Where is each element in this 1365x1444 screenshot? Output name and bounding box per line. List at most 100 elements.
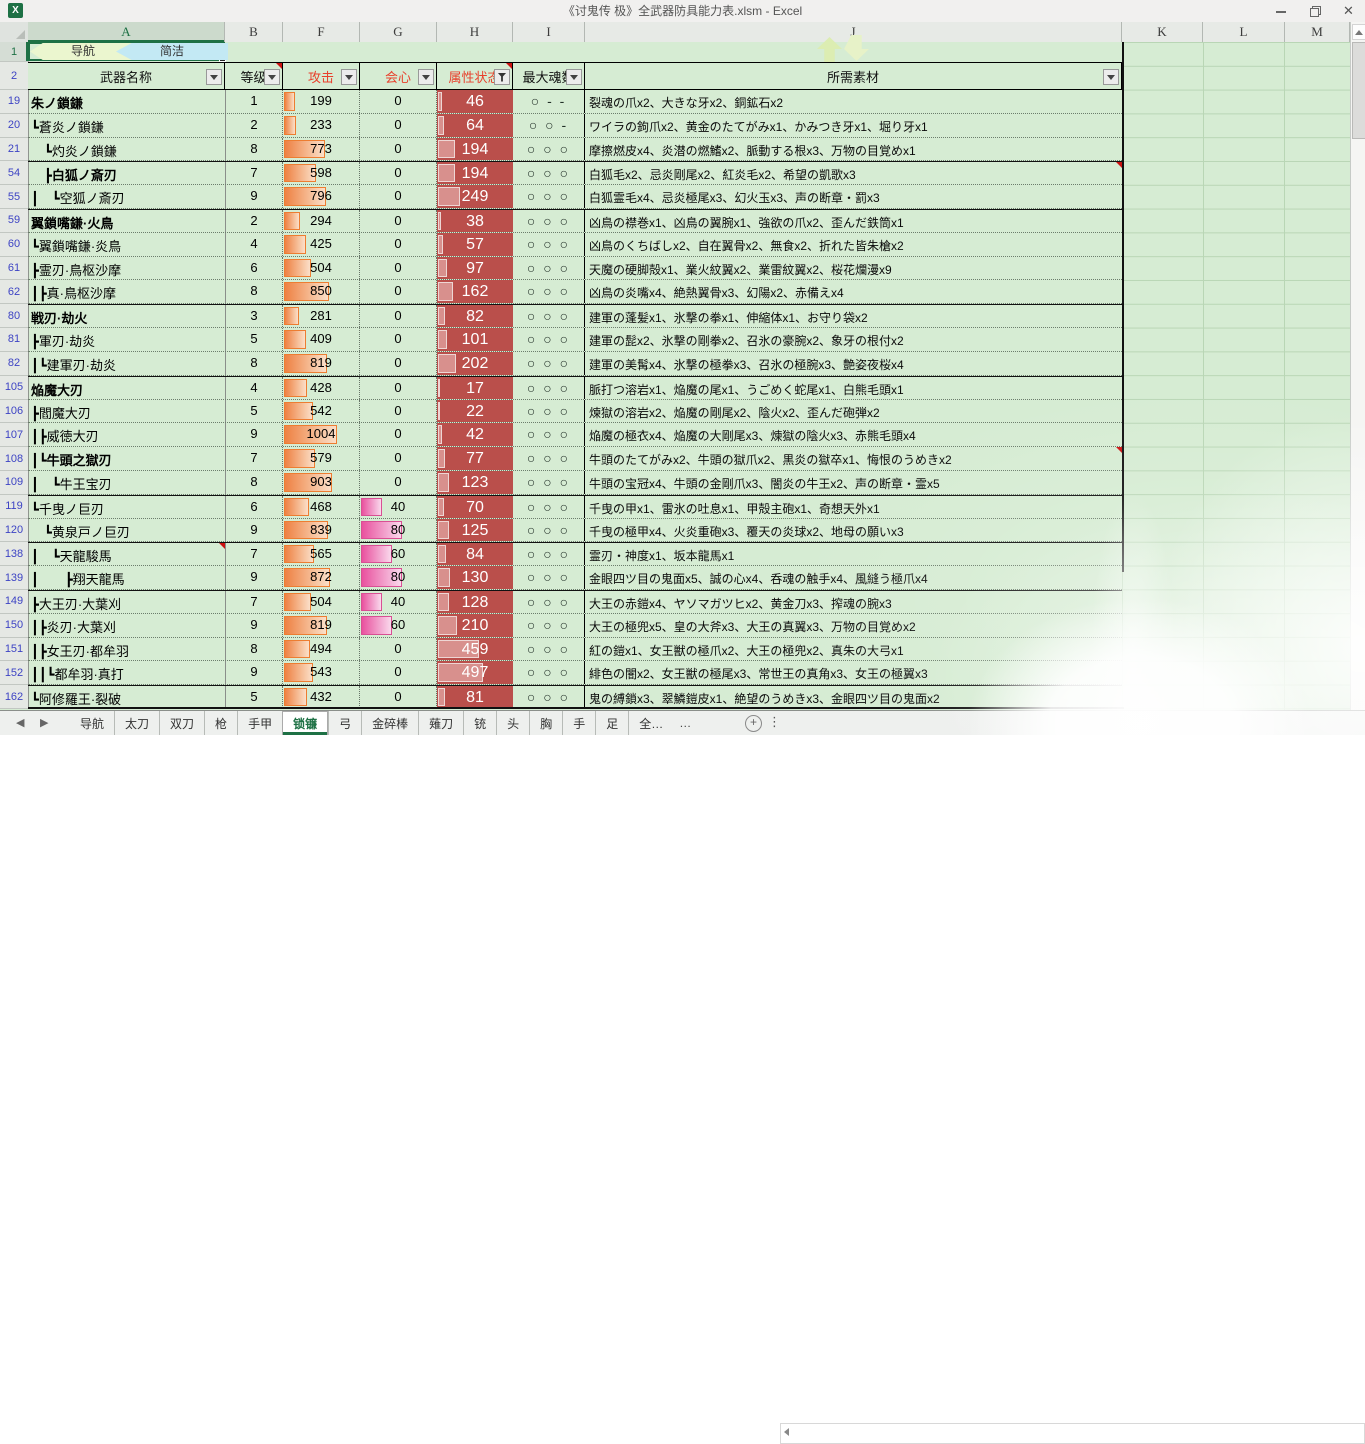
weapon-name-cell[interactable]: 朱ノ鎖鎌 <box>31 96 84 111</box>
weapon-name-cell[interactable]: ┃┣真·鳥枢沙摩 <box>31 286 116 302</box>
level-cell[interactable]: 6 <box>225 495 283 518</box>
max-souls-cell[interactable]: ○ ○ ○ <box>513 495 585 518</box>
attribute-cell[interactable]: 123 <box>437 470 513 494</box>
attribute-cell[interactable]: 84 <box>437 543 513 566</box>
row-number-21[interactable]: 21 <box>0 137 29 162</box>
row-number-138[interactable]: 138 <box>0 542 29 567</box>
materials-cell[interactable]: 建軍の蓬髪x1、氷撃の拳x1、伸縮体x1、お守り袋x2 <box>589 311 868 326</box>
weapon-name-cell[interactable]: ┣霊刃·鳥枢沙摩 <box>31 262 122 278</box>
attack-cell[interactable]: 903 <box>283 470 360 494</box>
header-level[interactable]: 等级 <box>225 63 283 89</box>
attribute-cell[interactable]: 125 <box>437 518 513 542</box>
crit-cell[interactable]: 0 <box>360 210 437 232</box>
attribute-cell[interactable]: 64 <box>437 113 513 137</box>
level-cell[interactable]: 9 <box>225 518 283 542</box>
attribute-cell[interactable]: 17 <box>437 376 513 399</box>
weapon-name-cell[interactable]: ┃┣威徳大刃 <box>31 429 99 445</box>
column-letter-F[interactable]: F <box>283 22 360 42</box>
attribute-cell[interactable]: 130 <box>437 566 513 589</box>
attack-cell[interactable]: 425 <box>283 232 360 256</box>
attack-cell[interactable]: 281 <box>283 305 360 328</box>
materials-cell[interactable]: 凶鳥の襟巻x1、凶鳥の翼腕x1、強欲の爪x2、歪んだ鉄筒x1 <box>589 216 904 231</box>
row-number-60[interactable]: 60 <box>0 232 29 257</box>
level-cell[interactable]: 9 <box>225 661 283 685</box>
max-souls-cell[interactable]: ○ ○ ○ <box>513 162 585 185</box>
max-souls-cell[interactable]: ○ ○ ○ <box>513 591 585 613</box>
level-cell[interactable]: 3 <box>225 305 283 328</box>
row-number-1[interactable]: 1 <box>0 42 29 62</box>
materials-cell[interactable]: 大王の極兜x5、皇の大斧x3、大王の真翼x3、万物の目覚めx2 <box>589 619 916 634</box>
header-attack[interactable]: 攻击 <box>283 63 360 89</box>
level-cell[interactable]: 4 <box>225 232 283 256</box>
row-number-139[interactable]: 139 <box>0 566 29 590</box>
attack-cell[interactable]: 565 <box>283 543 360 566</box>
attribute-cell[interactable]: 101 <box>437 328 513 351</box>
weapon-name-cell[interactable]: ┗阿修羅王·裂破 <box>31 692 122 708</box>
max-souls-cell[interactable]: ○ ○ ○ <box>513 210 585 232</box>
attack-cell[interactable]: 598 <box>283 162 360 185</box>
sheet-tab-手甲[interactable]: 手甲 <box>237 711 282 735</box>
crit-cell[interactable]: 0 <box>360 232 437 256</box>
sheet-tab-枪[interactable]: 枪 <box>204 711 237 735</box>
max-souls-cell[interactable]: ○ ○ ○ <box>513 447 585 470</box>
crit-cell[interactable]: 0 <box>360 661 437 685</box>
sheet-tab-导航[interactable]: 导航 <box>80 716 105 731</box>
sheet-prev-arrow[interactable]: ◀ <box>16 717 25 729</box>
level-cell[interactable]: 9 <box>225 566 283 589</box>
vertical-scrollbar[interactable] <box>1350 22 1365 710</box>
attribute-cell[interactable]: 162 <box>437 280 513 304</box>
materials-cell[interactable]: 緋色の闇x2、女王獣の極尾x3、常世王の真角x3、女王の極翼x3 <box>589 667 928 682</box>
attack-cell[interactable]: 850 <box>283 280 360 304</box>
weapon-name-cell[interactable]: ┗翼鎖嘴鎌·炎鳥 <box>31 238 122 254</box>
max-souls-cell[interactable]: ○ ○ ○ <box>513 637 585 661</box>
attribute-cell[interactable]: 38 <box>437 210 513 232</box>
materials-cell[interactable]: 凶鳥のくちばしx2、自在翼骨x2、無食x2、折れた皆朱槍x2 <box>589 238 904 253</box>
level-cell[interactable]: 4 <box>225 376 283 399</box>
weapon-name-cell[interactable]: ┃ ┣翔天龍馬 <box>31 572 125 588</box>
attribute-cell[interactable]: 202 <box>437 351 513 375</box>
materials-cell[interactable]: 大王の赤鎧x4、ヤソマガツヒx2、黄金刀x3、搾魂の腕x3 <box>589 597 892 611</box>
level-cell[interactable]: 9 <box>225 185 283 209</box>
row-number-107[interactable]: 107 <box>0 423 29 448</box>
row-number-61[interactable]: 61 <box>0 256 29 281</box>
sheet-tab-双刀[interactable]: 双刀 <box>159 711 204 735</box>
sheet-tab-金碎棒[interactable]: 金碎棒 <box>361 711 418 735</box>
level-cell[interactable]: 5 <box>225 328 283 351</box>
crit-cell[interactable]: 0 <box>360 185 437 209</box>
materials-cell[interactable]: 牛頭の宝冠x4、牛頭の金剛爪x3、闇炎の牛王x2、声の断章・霊x5 <box>589 476 940 491</box>
weapon-name-cell[interactable]: 戦刃·劫火 <box>31 311 88 327</box>
materials-cell[interactable]: 白狐毛x2、忌炎剛尾x2、紅炎毛x2、希望の凱歌x3 <box>585 162 1122 184</box>
attack-cell[interactable]: 872 <box>283 566 360 589</box>
attribute-cell[interactable]: 194 <box>437 137 513 161</box>
sheet-tab-太刀[interactable]: 太刀 <box>114 711 159 735</box>
weapon-name-cell[interactable]: ┣軍刃·劫炎 <box>31 334 96 350</box>
filter-dropdown-icon[interactable] <box>206 69 222 85</box>
weapon-name-cell[interactable]: ┃ ┗牛王宝刃 <box>31 476 112 492</box>
attack-cell[interactable]: 199 <box>283 90 360 113</box>
materials-cell[interactable]: ワイラの鉤爪x2、黄金のたてがみx1、かみつき牙x1、堀り牙x1 <box>589 119 928 134</box>
attribute-cell[interactable]: 97 <box>437 256 513 280</box>
materials-cell[interactable]: 天魔の硬脚殻x1、業火紋翼x2、業雷紋翼x2、桜花爛漫x9 <box>589 262 892 277</box>
materials-cell[interactable]: 裂魂の爪x2、大きな牙x2、銅鉱石x2 <box>589 96 784 110</box>
level-cell[interactable]: 7 <box>225 162 283 185</box>
crit-cell[interactable]: 0 <box>360 637 437 661</box>
materials-cell[interactable]: 脈打つ溶岩x1、焔魔の尾x1、うごめく蛇尾x1、白熊毛頭x1 <box>589 382 904 397</box>
scroll-up-arrow[interactable] <box>1352 24 1365 40</box>
max-souls-cell[interactable]: ○ - - <box>513 90 585 113</box>
weapon-name-cell[interactable]: ┣白狐ノ斎刃 <box>31 168 117 184</box>
column-letter-H[interactable]: H <box>437 22 513 42</box>
level-cell[interactable]: 5 <box>225 399 283 423</box>
header-weapon[interactable]: 武器名称 <box>28 63 225 89</box>
level-cell[interactable]: 2 <box>225 113 283 137</box>
materials-cell[interactable]: 白狐霊毛x4、忌炎極尾x3、幻火玉x3、声の断章・罰x3 <box>589 191 880 206</box>
crit-cell[interactable]: 80 <box>360 566 437 589</box>
max-souls-cell[interactable]: ○ ○ ○ <box>513 256 585 280</box>
level-cell[interactable]: 8 <box>225 470 283 494</box>
select-all-corner[interactable] <box>0 22 29 42</box>
materials-cell[interactable]: 建軍の美髯x4、氷撃の極拳x3、召氷の極腕x3、艶姿夜桜x4 <box>589 357 904 372</box>
max-souls-cell[interactable]: ○ ○ ○ <box>513 613 585 637</box>
sheet-tab-手[interactable]: 手 <box>562 711 595 735</box>
materials-cell[interactable]: 摩擦燃皮x4、炎潜の燃鰭x2、脈動する根x3、万物の目覚めx1 <box>589 143 916 158</box>
row-number-106[interactable]: 106 <box>0 399 29 424</box>
attribute-cell[interactable]: 210 <box>437 613 513 637</box>
